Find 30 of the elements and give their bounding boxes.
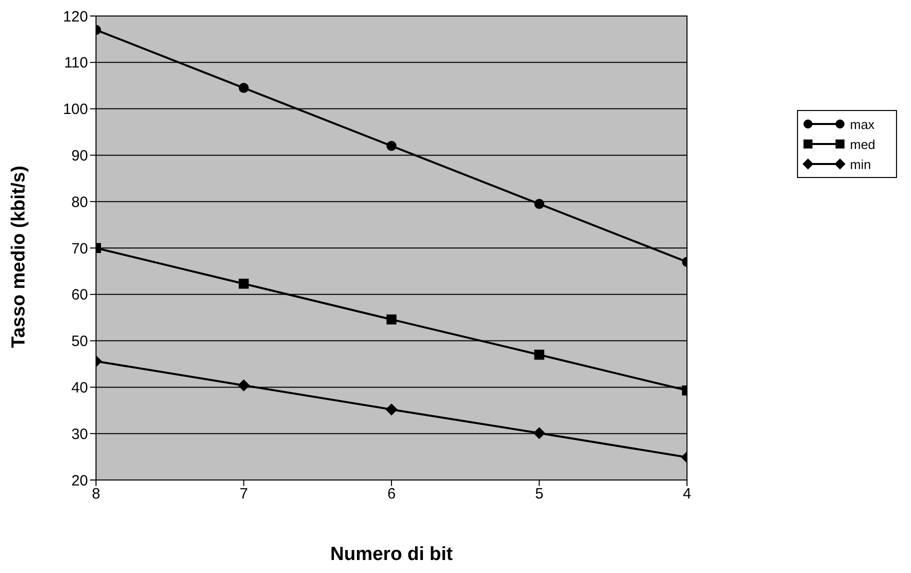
y-tick-label: 60 — [71, 286, 88, 304]
y-tick-label: 40 — [71, 380, 88, 397]
x-tick-label: 5 — [535, 486, 544, 503]
y-tick-label: 70 — [71, 240, 88, 258]
point — [534, 198, 544, 209]
y-tick-label: 80 — [71, 194, 88, 211]
y-tick-label: 90 — [71, 148, 88, 165]
legend-label: med — [850, 136, 876, 152]
point — [386, 140, 396, 151]
legend-label: max — [850, 116, 875, 132]
y-tick-label: 110 — [64, 54, 88, 72]
point — [238, 278, 249, 289]
y-tick-label: 120 — [62, 8, 88, 26]
point — [238, 379, 250, 392]
point — [533, 427, 546, 440]
y-tick-label: 50 — [71, 333, 88, 350]
y-tick-label: 30 — [71, 426, 88, 443]
x-axis-title: Numero di bit — [330, 544, 454, 565]
point — [386, 403, 398, 416]
x-tick-label: 8 — [92, 486, 100, 503]
y-tick-label: 20 — [71, 472, 88, 490]
x-tick-label: 7 — [240, 486, 248, 503]
legend-label: min — [850, 156, 871, 172]
y-tick-label: 100 — [62, 101, 88, 118]
x-tick-label: 6 — [387, 486, 396, 503]
x-tick-label: 4 — [682, 486, 692, 503]
y-axis-title: Tasso medio (kbit/s) — [8, 166, 30, 348]
point — [534, 350, 544, 360]
point — [238, 82, 249, 93]
point — [386, 314, 396, 324]
